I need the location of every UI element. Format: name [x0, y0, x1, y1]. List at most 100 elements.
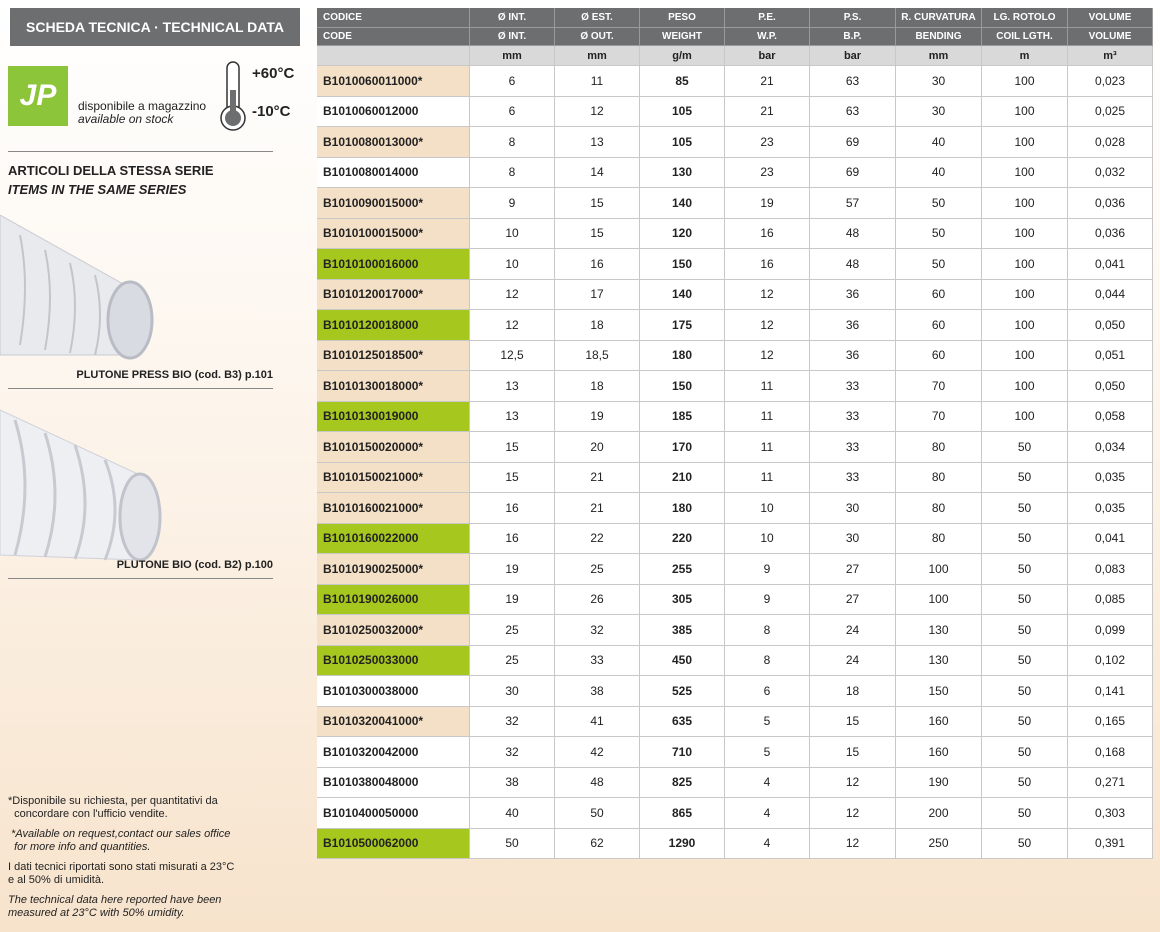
data-cell: 10	[470, 249, 555, 280]
data-cell: 11	[555, 66, 640, 97]
code-cell: B1010125018500*	[317, 340, 470, 371]
data-cell: 19	[555, 401, 640, 432]
data-cell: 42	[555, 737, 640, 768]
data-cell: 32	[555, 615, 640, 646]
data-cell: 170	[640, 432, 725, 463]
data-cell: 150	[896, 676, 982, 707]
data-cell: 38	[470, 767, 555, 798]
data-cell: 12	[725, 340, 810, 371]
data-cell: 6	[470, 66, 555, 97]
data-cell: 36	[810, 310, 896, 341]
data-cell: 16	[470, 523, 555, 554]
unit-cell: mm	[896, 46, 982, 66]
data-cell: 12,5	[470, 340, 555, 371]
data-cell: 50	[982, 493, 1068, 524]
data-cell: 8	[470, 127, 555, 158]
data-cell: 100	[896, 584, 982, 615]
data-cell: 5	[725, 706, 810, 737]
data-cell: 190	[896, 767, 982, 798]
data-cell: 25	[470, 645, 555, 676]
header-cell: P.S.	[810, 8, 896, 28]
data-cell: 255	[640, 554, 725, 585]
data-cell: 15	[555, 218, 640, 249]
note: The technical data here reported have be…	[8, 894, 288, 919]
note-line: I dati tecnici riportati sono stati misu…	[8, 861, 235, 873]
series-title-en: ITEMS IN THE SAME SERIES	[8, 182, 187, 197]
data-cell: 4	[725, 828, 810, 859]
data-cell: 48	[555, 767, 640, 798]
data-cell: 0,102	[1068, 645, 1153, 676]
data-cell: 18	[555, 310, 640, 341]
data-cell: 100	[982, 157, 1068, 188]
data-cell: 0,050	[1068, 310, 1153, 341]
unit-cell	[317, 46, 470, 66]
data-cell: 50	[896, 218, 982, 249]
data-cell: 18	[555, 371, 640, 402]
data-cell: 0,023	[1068, 66, 1153, 97]
data-cell: 12	[555, 96, 640, 127]
unit-cell: mm	[470, 46, 555, 66]
data-cell: 100	[896, 554, 982, 585]
data-cell: 15	[555, 188, 640, 219]
data-cell: 11	[725, 432, 810, 463]
data-cell: 80	[896, 432, 982, 463]
hose-image	[0, 409, 162, 562]
data-cell: 48	[810, 218, 896, 249]
data-cell: 865	[640, 798, 725, 829]
data-cell: 100	[982, 127, 1068, 158]
data-cell: 185	[640, 401, 725, 432]
data-cell: 19	[470, 584, 555, 615]
header-cell: Ø EST.	[555, 8, 640, 28]
data-cell: 33	[810, 401, 896, 432]
data-cell: 70	[896, 371, 982, 402]
data-cell: 150	[640, 249, 725, 280]
data-cell: 385	[640, 615, 725, 646]
data-cell: 10	[725, 523, 810, 554]
data-cell: 710	[640, 737, 725, 768]
data-cell: 10	[470, 218, 555, 249]
data-cell: 70	[896, 401, 982, 432]
data-cell: 32	[470, 706, 555, 737]
data-cell: 100	[982, 249, 1068, 280]
note: *Available on request,contact our sales …	[8, 828, 288, 853]
data-cell: 85	[640, 66, 725, 97]
data-cell: 16	[725, 249, 810, 280]
unit-cell: m³	[1068, 46, 1153, 66]
data-cell: 38	[555, 676, 640, 707]
header-cell: BENDING	[896, 28, 982, 46]
data-cell: 15	[470, 432, 555, 463]
code-cell: B1010400050000	[317, 798, 470, 829]
data-cell: 100	[982, 218, 1068, 249]
data-cell: 80	[896, 462, 982, 493]
notes: *Disponibile su richiesta, per quantitat…	[8, 795, 288, 927]
data-cell: 23	[725, 127, 810, 158]
data-cell: 27	[810, 554, 896, 585]
data-cell: 22	[555, 523, 640, 554]
data-cell: 30	[470, 676, 555, 707]
data-cell: 50	[982, 615, 1068, 646]
unit-cell: bar	[725, 46, 810, 66]
data-cell: 130	[896, 615, 982, 646]
data-cell: 33	[810, 462, 896, 493]
code-cell: B1010080014000	[317, 157, 470, 188]
data-cell: 15	[470, 462, 555, 493]
code-cell: B1010160021000*	[317, 493, 470, 524]
data-cell: 12	[470, 279, 555, 310]
code-cell: B1010100015000*	[317, 218, 470, 249]
header-cell: COIL LGTH.	[982, 28, 1068, 46]
data-cell: 24	[810, 645, 896, 676]
data-cell: 0,051	[1068, 340, 1153, 371]
data-cell: 140	[640, 279, 725, 310]
data-cell: 0,050	[1068, 371, 1153, 402]
data-cell: 12	[810, 798, 896, 829]
data-cell: 14	[555, 157, 640, 188]
data-cell: 0,041	[1068, 523, 1153, 554]
data-cell: 33	[810, 371, 896, 402]
code-cell: B1010130019000	[317, 401, 470, 432]
header-cell: Ø INT.	[470, 8, 555, 28]
unit-cell: g/m	[640, 46, 725, 66]
header-cell: CODE	[317, 28, 470, 46]
data-cell: 11	[725, 401, 810, 432]
note: I dati tecnici riportati sono stati misu…	[8, 861, 288, 886]
code-cell: B1010500062000	[317, 828, 470, 859]
